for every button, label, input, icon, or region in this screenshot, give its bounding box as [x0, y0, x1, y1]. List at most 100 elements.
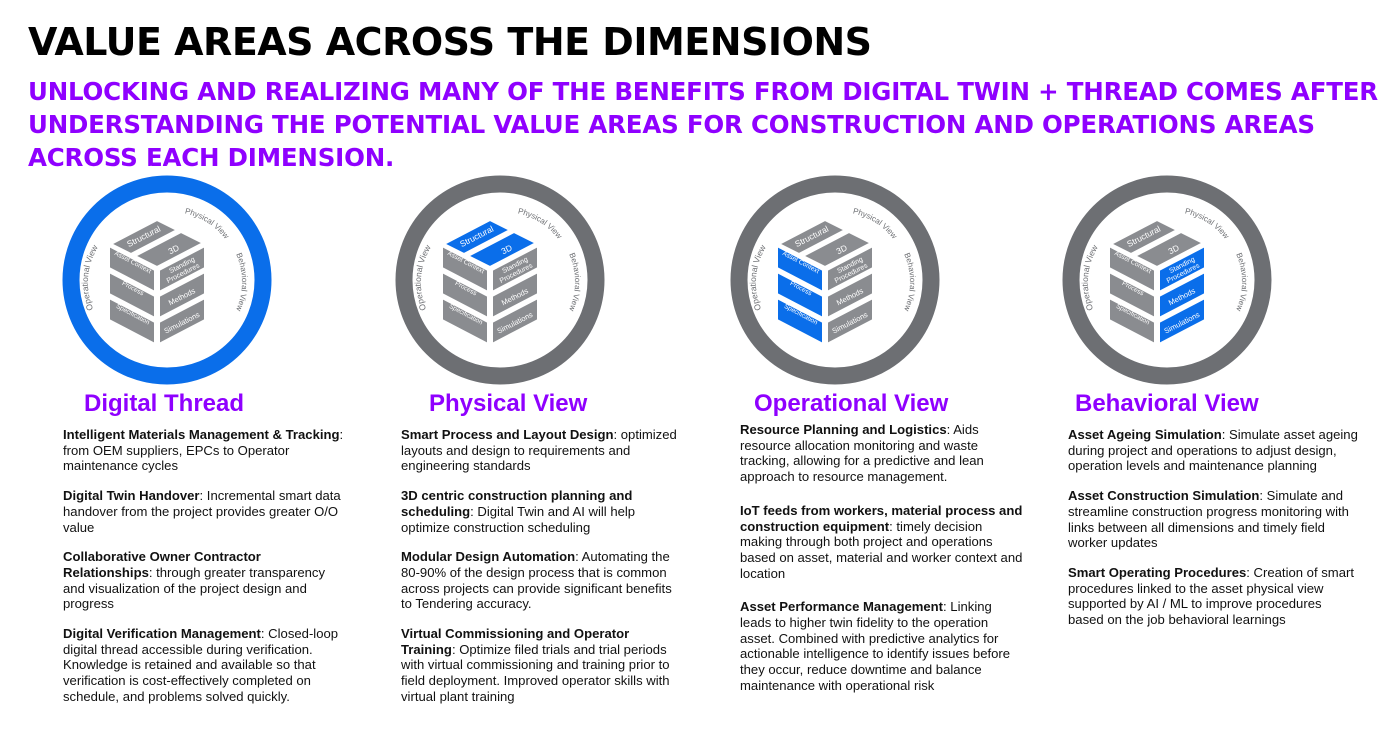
cube: [1108, 218, 1206, 346]
value-item-text: : Simulate asset ageing during project a…: [1068, 427, 1358, 474]
top-face-structural: [776, 218, 848, 256]
three-d-label: 3D: [1167, 242, 1181, 256]
left-face-asset-context: [776, 244, 824, 294]
left-face-asset-context: [441, 244, 489, 294]
left-face-process: [441, 270, 489, 320]
diagram-digital-thread: Digital Thread Operational View Physical V…: [57, 164, 277, 392]
right-face-simulations: [158, 296, 206, 346]
value-item-title: Intelligent Materials Management & Track…: [63, 427, 340, 442]
value-item: Smart Operating Procedures: Creation of …: [1068, 565, 1358, 628]
column-heading: Physical View: [429, 390, 588, 417]
value-item: Asset Performance Management: Linking le…: [740, 599, 1025, 693]
three-d-label: 3D: [500, 242, 514, 256]
value-item-text: : Linking leads to higher twin fidelity …: [740, 599, 1011, 693]
value-list: Asset Ageing Simulation: Simulate asset …: [1068, 427, 1358, 642]
column-heading: Digital Thread: [84, 390, 245, 417]
left-face-specification: [108, 296, 156, 346]
right-face-standing-procedures: [1158, 244, 1206, 294]
ring-label: Digital Thread: [467, 164, 533, 180]
right-face-methods: [826, 270, 874, 320]
digital-thread-ring: [62, 175, 272, 385]
value-item-title: Modular Design Automation: [401, 549, 576, 565]
value-item-title: 3D centric construction planning and sch…: [401, 488, 633, 519]
value-item: Asset Ageing Simulation: Simulate asset …: [1068, 427, 1358, 474]
value-item: Digital Twin Handover: Incremental smart…: [63, 488, 348, 535]
top-face-structural: [1108, 218, 1180, 256]
value-item: Asset Construction Simulation: Simulate …: [1068, 488, 1358, 551]
cube: [776, 218, 874, 346]
diagram-behavioral-view: Digital Thread Operational View Physical V…: [1057, 164, 1277, 392]
value-item: Modular Design Automation: Automating th…: [401, 549, 686, 612]
value-item-text: : Simulate and streamline construction p…: [1068, 488, 1349, 551]
top-face-3d: [1132, 230, 1206, 269]
behavioral-view-label: Behavioral View: [1234, 251, 1249, 312]
value-item-text: : Aids resource allocation monitoring an…: [740, 422, 984, 485]
value-item-text: : Incremental smart data handover from t…: [63, 488, 341, 535]
right-face-standing-procedures: [826, 244, 874, 294]
left-face-asset-context: [108, 244, 156, 294]
ring-label: Digital Thread: [802, 164, 868, 180]
digital-thread-ring: [1062, 175, 1272, 385]
right-face-methods: [1158, 270, 1206, 320]
right-face-standing-procedures: [158, 244, 206, 294]
right-face-simulations: [491, 296, 539, 346]
value-item-title: Resource Planning and Logistics: [740, 422, 947, 437]
three-d-label: 3D: [835, 242, 849, 256]
digital-thread-ring: [730, 175, 940, 385]
top-face-3d: [132, 230, 206, 269]
left-face-process: [1108, 270, 1156, 320]
left-face-process: [776, 270, 824, 320]
right-face-simulations: [1158, 296, 1206, 346]
value-item: Digital Verification Management: Closed-…: [63, 626, 348, 705]
value-item-title: IoT feeds from workers, material process…: [740, 502, 1023, 534]
value-item-title: Digital Verification Management: [63, 626, 261, 642]
left-face-specification: [776, 296, 824, 346]
column-heading: Behavioral View: [1075, 390, 1259, 417]
value-item-title: Collaborative Owner Contractor Relations…: [63, 549, 261, 580]
page-title: VALUE AREAS ACROSS THE DIMENSIONS: [28, 20, 872, 64]
ring-label: Digital Thread: [134, 164, 200, 180]
behavioral-view-label: Behavioral View: [567, 251, 582, 312]
value-item-text: : Closed-loop digital thread accessible …: [63, 626, 339, 704]
ring-label: Digital Thread: [1134, 164, 1200, 180]
value-item-title: Smart Operating Procedures: [1068, 564, 1247, 580]
right-face-simulations: [826, 296, 874, 346]
value-item: Intelligent Materials Management & Track…: [63, 427, 348, 474]
value-item-text: : timely decision making through both pr…: [740, 518, 1023, 581]
value-item-text: : optimized layouts and design to requir…: [401, 427, 677, 474]
value-item: Smart Process and Layout Design: optimiz…: [401, 427, 686, 474]
value-item: Virtual Commissioning and Operator Train…: [401, 626, 686, 705]
top-face-3d: [800, 230, 874, 269]
value-item-title: Digital Twin Handover: [63, 488, 200, 504]
value-item-text: : Optimize filed trials and trial period…: [401, 641, 670, 704]
diagram-operational-view: Digital Thread Operational View Physical V…: [725, 164, 945, 392]
value-item-text: : Creation of smart procedures linked to…: [1068, 564, 1354, 628]
left-face-process: [108, 270, 156, 320]
cube: [441, 218, 539, 346]
top-face-3d: [465, 230, 539, 269]
value-item: Resource Planning and Logistics: Aids re…: [740, 422, 1025, 485]
column-heading: Operational View: [754, 390, 949, 417]
value-item-text: : Digital Twin and AI will help optimize…: [401, 503, 636, 535]
value-item: Collaborative Owner Contractor Relations…: [63, 549, 348, 612]
diagram-physical-view: Digital Thread Operational View Physical V…: [390, 164, 610, 392]
top-face-structural: [108, 218, 180, 256]
value-item: 3D centric construction planning and sch…: [401, 488, 686, 535]
digital-thread-ring: [395, 175, 605, 385]
left-face-specification: [441, 296, 489, 346]
right-face-standing-procedures: [491, 244, 539, 294]
left-face-specification: [1108, 296, 1156, 346]
value-item-title: Asset Performance Management: [740, 599, 944, 615]
value-list: Intelligent Materials Management & Track…: [63, 427, 348, 719]
behavioral-view-label: Behavioral View: [234, 251, 249, 312]
value-list: Smart Process and Layout Design: optimiz…: [401, 427, 686, 719]
top-face-structural: [441, 218, 513, 256]
three-d-label: 3D: [167, 242, 181, 256]
left-face-asset-context: [1108, 244, 1156, 294]
value-item-title: Asset Construction Simulation: [1068, 488, 1260, 504]
cube: [108, 218, 206, 346]
